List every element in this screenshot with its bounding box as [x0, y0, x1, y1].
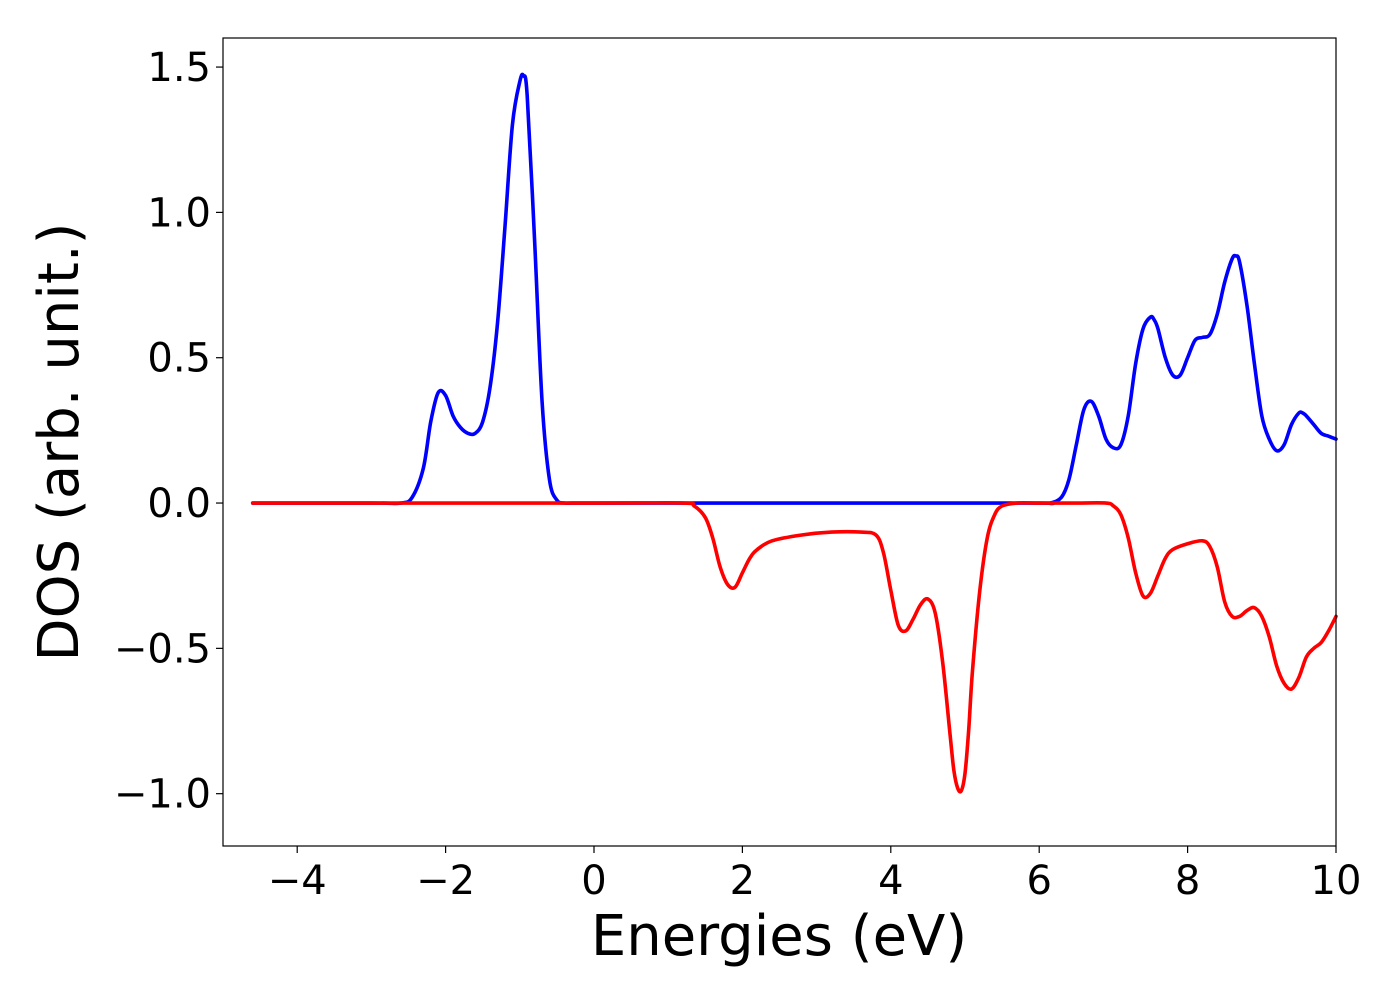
y-axis-label: DOS (arb. unit.) — [27, 222, 92, 661]
x-axis: −4 −2 0 2 4 6 8 10 — [268, 846, 1362, 904]
x-axis-label: Energies (eV) — [591, 904, 967, 969]
x-tick-label: −4 — [268, 858, 327, 904]
x-tick-label: 4 — [878, 858, 903, 904]
y-tick-label: 1.0 — [147, 190, 211, 236]
x-tick-label: 0 — [581, 858, 606, 904]
x-tick-label: 10 — [1311, 858, 1362, 904]
y-tick-label: −0.5 — [114, 626, 211, 672]
x-tick-label: 2 — [730, 858, 755, 904]
y-tick-label: 0.0 — [147, 481, 211, 527]
y-tick-label: 0.5 — [147, 336, 211, 382]
x-tick-label: −2 — [416, 858, 475, 904]
y-tick-label: 1.5 — [147, 45, 211, 91]
series-line-1 — [250, 72, 1338, 506]
x-tick-label: 6 — [1026, 858, 1051, 904]
y-axis: −1.0 −0.5 0.0 0.5 1.0 1.5 — [114, 45, 223, 818]
series-line-2 — [250, 501, 1338, 794]
x-tick-label: 8 — [1175, 858, 1200, 904]
series-layer — [250, 72, 1338, 794]
y-tick-label: −1.0 — [114, 772, 211, 818]
plot-frame — [222, 37, 1337, 847]
